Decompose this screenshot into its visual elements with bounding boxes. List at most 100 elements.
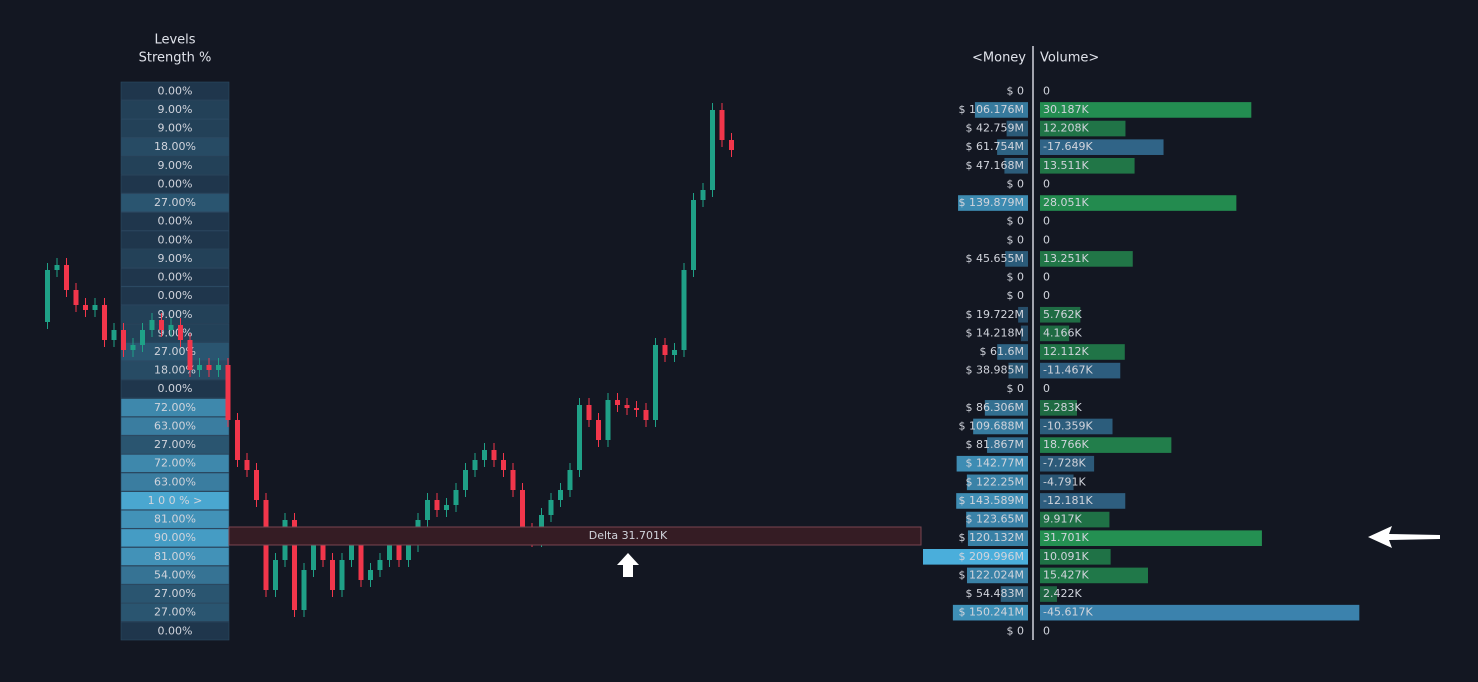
level-label: 0.00% — [158, 233, 193, 246]
money-bar — [997, 139, 1028, 155]
candle-body — [178, 325, 183, 340]
volume-header: Volume> — [1040, 51, 1099, 66]
volume-bar — [1040, 455, 1095, 472]
level-label: 27.00% — [154, 345, 196, 358]
level-cell — [120, 547, 230, 566]
level-label: 63.00% — [154, 475, 196, 488]
money-label: $ 0 — [1007, 177, 1025, 190]
candle-body — [92, 305, 98, 310]
volume-label: 0 — [1043, 233, 1050, 246]
level-cell — [120, 212, 230, 231]
candle-body — [700, 190, 706, 200]
volume-bar — [1040, 195, 1237, 211]
level-label: 9.00% — [158, 103, 193, 116]
money-label: $ 61.6M — [980, 345, 1024, 358]
level-label: 72.00% — [154, 457, 196, 470]
money-bar — [952, 604, 1028, 621]
up-arrow — [617, 553, 639, 577]
volume-bar — [1040, 362, 1121, 379]
money-label: $ 86.306M — [966, 401, 1024, 414]
candle-body — [586, 405, 592, 420]
candle-body — [244, 460, 250, 470]
volume-bar — [1040, 344, 1125, 360]
level-label: 27.00% — [154, 587, 196, 600]
level-cell — [120, 454, 230, 473]
candle-body — [273, 560, 278, 590]
volume-bar — [1040, 530, 1262, 546]
candle-body — [406, 545, 411, 560]
candle-body — [615, 400, 620, 405]
candle-body — [605, 400, 611, 440]
volume-bar — [1040, 400, 1077, 416]
candle-body — [710, 110, 715, 190]
volume-label: -10.359K — [1043, 419, 1093, 432]
money-label: $ 150.241M — [959, 606, 1024, 619]
money-label: $ 120.132M — [959, 531, 1024, 544]
volume-label: 0 — [1043, 84, 1050, 97]
levels-title: Strength % — [139, 51, 212, 66]
volume-label: -12.181K — [1043, 494, 1093, 507]
volume-bar — [1040, 157, 1135, 174]
level-label: 9.00% — [158, 252, 193, 265]
level-label: 0.00% — [158, 289, 193, 302]
level-label: 0.00% — [158, 624, 193, 637]
volume-bar — [1040, 493, 1126, 509]
candle-body — [434, 500, 440, 510]
candle-body — [301, 570, 307, 610]
volume-label: -4.791K — [1043, 475, 1086, 488]
money-label: $ 0 — [1007, 382, 1025, 395]
candle-body — [387, 535, 392, 560]
level-label: 72.00% — [154, 401, 196, 414]
money-label: $ 45.655M — [966, 252, 1024, 265]
money-label: $ 0 — [1007, 624, 1025, 637]
candle-body — [320, 540, 326, 560]
level-label: 9.00% — [158, 308, 193, 321]
volume-bar — [1040, 306, 1081, 323]
candle-body — [520, 490, 525, 530]
money-label: $ 14.218M — [966, 326, 1024, 339]
volume-label: 30.187K — [1043, 103, 1089, 116]
money-bar — [966, 567, 1028, 584]
volume-label: 13.251K — [1043, 252, 1089, 265]
volume-bar — [1040, 549, 1111, 565]
money-label: $ 106.176M — [959, 103, 1024, 116]
candle-body — [510, 470, 516, 490]
candle-body — [130, 345, 136, 350]
candle-body — [396, 535, 402, 560]
level-label: 27.00% — [154, 606, 196, 619]
candle-body — [206, 365, 212, 370]
money-label: $ 0 — [1007, 271, 1025, 284]
candle-body — [64, 265, 69, 290]
level-cell — [120, 435, 230, 455]
level-label: 18.00% — [154, 140, 196, 153]
volume-profile: $ 0 $ 106.176M $ 42.759M $ 61.754M $ 47.168M… — [923, 84, 1360, 637]
level-label: 0.00% — [158, 215, 193, 228]
money-bar — [923, 549, 1028, 565]
money-label: $ 81.867M — [966, 438, 1024, 451]
volume-bar — [1040, 474, 1074, 491]
volume-label: 2.422K — [1043, 587, 1082, 600]
candle-body — [197, 365, 202, 370]
money-label: $ 19.722M — [966, 308, 1024, 321]
level-cell — [120, 584, 230, 604]
level-cell — [120, 100, 230, 119]
candle-body — [463, 470, 468, 490]
candle-body — [548, 500, 554, 515]
candle-body — [681, 270, 687, 350]
level-cell — [120, 118, 230, 138]
candle-body — [102, 305, 107, 340]
candle-body — [444, 505, 449, 510]
candle-body — [453, 490, 459, 505]
level-cell — [120, 621, 230, 641]
level-cell — [120, 174, 230, 194]
candle-body — [596, 420, 601, 440]
candle-body — [624, 405, 630, 408]
candle-body — [672, 350, 677, 355]
candle-body — [111, 330, 117, 340]
candle-body — [187, 340, 193, 370]
volume-label: 13.511K — [1043, 159, 1089, 172]
money-bar — [984, 400, 1028, 416]
level-cell — [120, 565, 230, 585]
level-label: 27.00% — [154, 438, 196, 451]
volume-bar — [1040, 586, 1057, 602]
